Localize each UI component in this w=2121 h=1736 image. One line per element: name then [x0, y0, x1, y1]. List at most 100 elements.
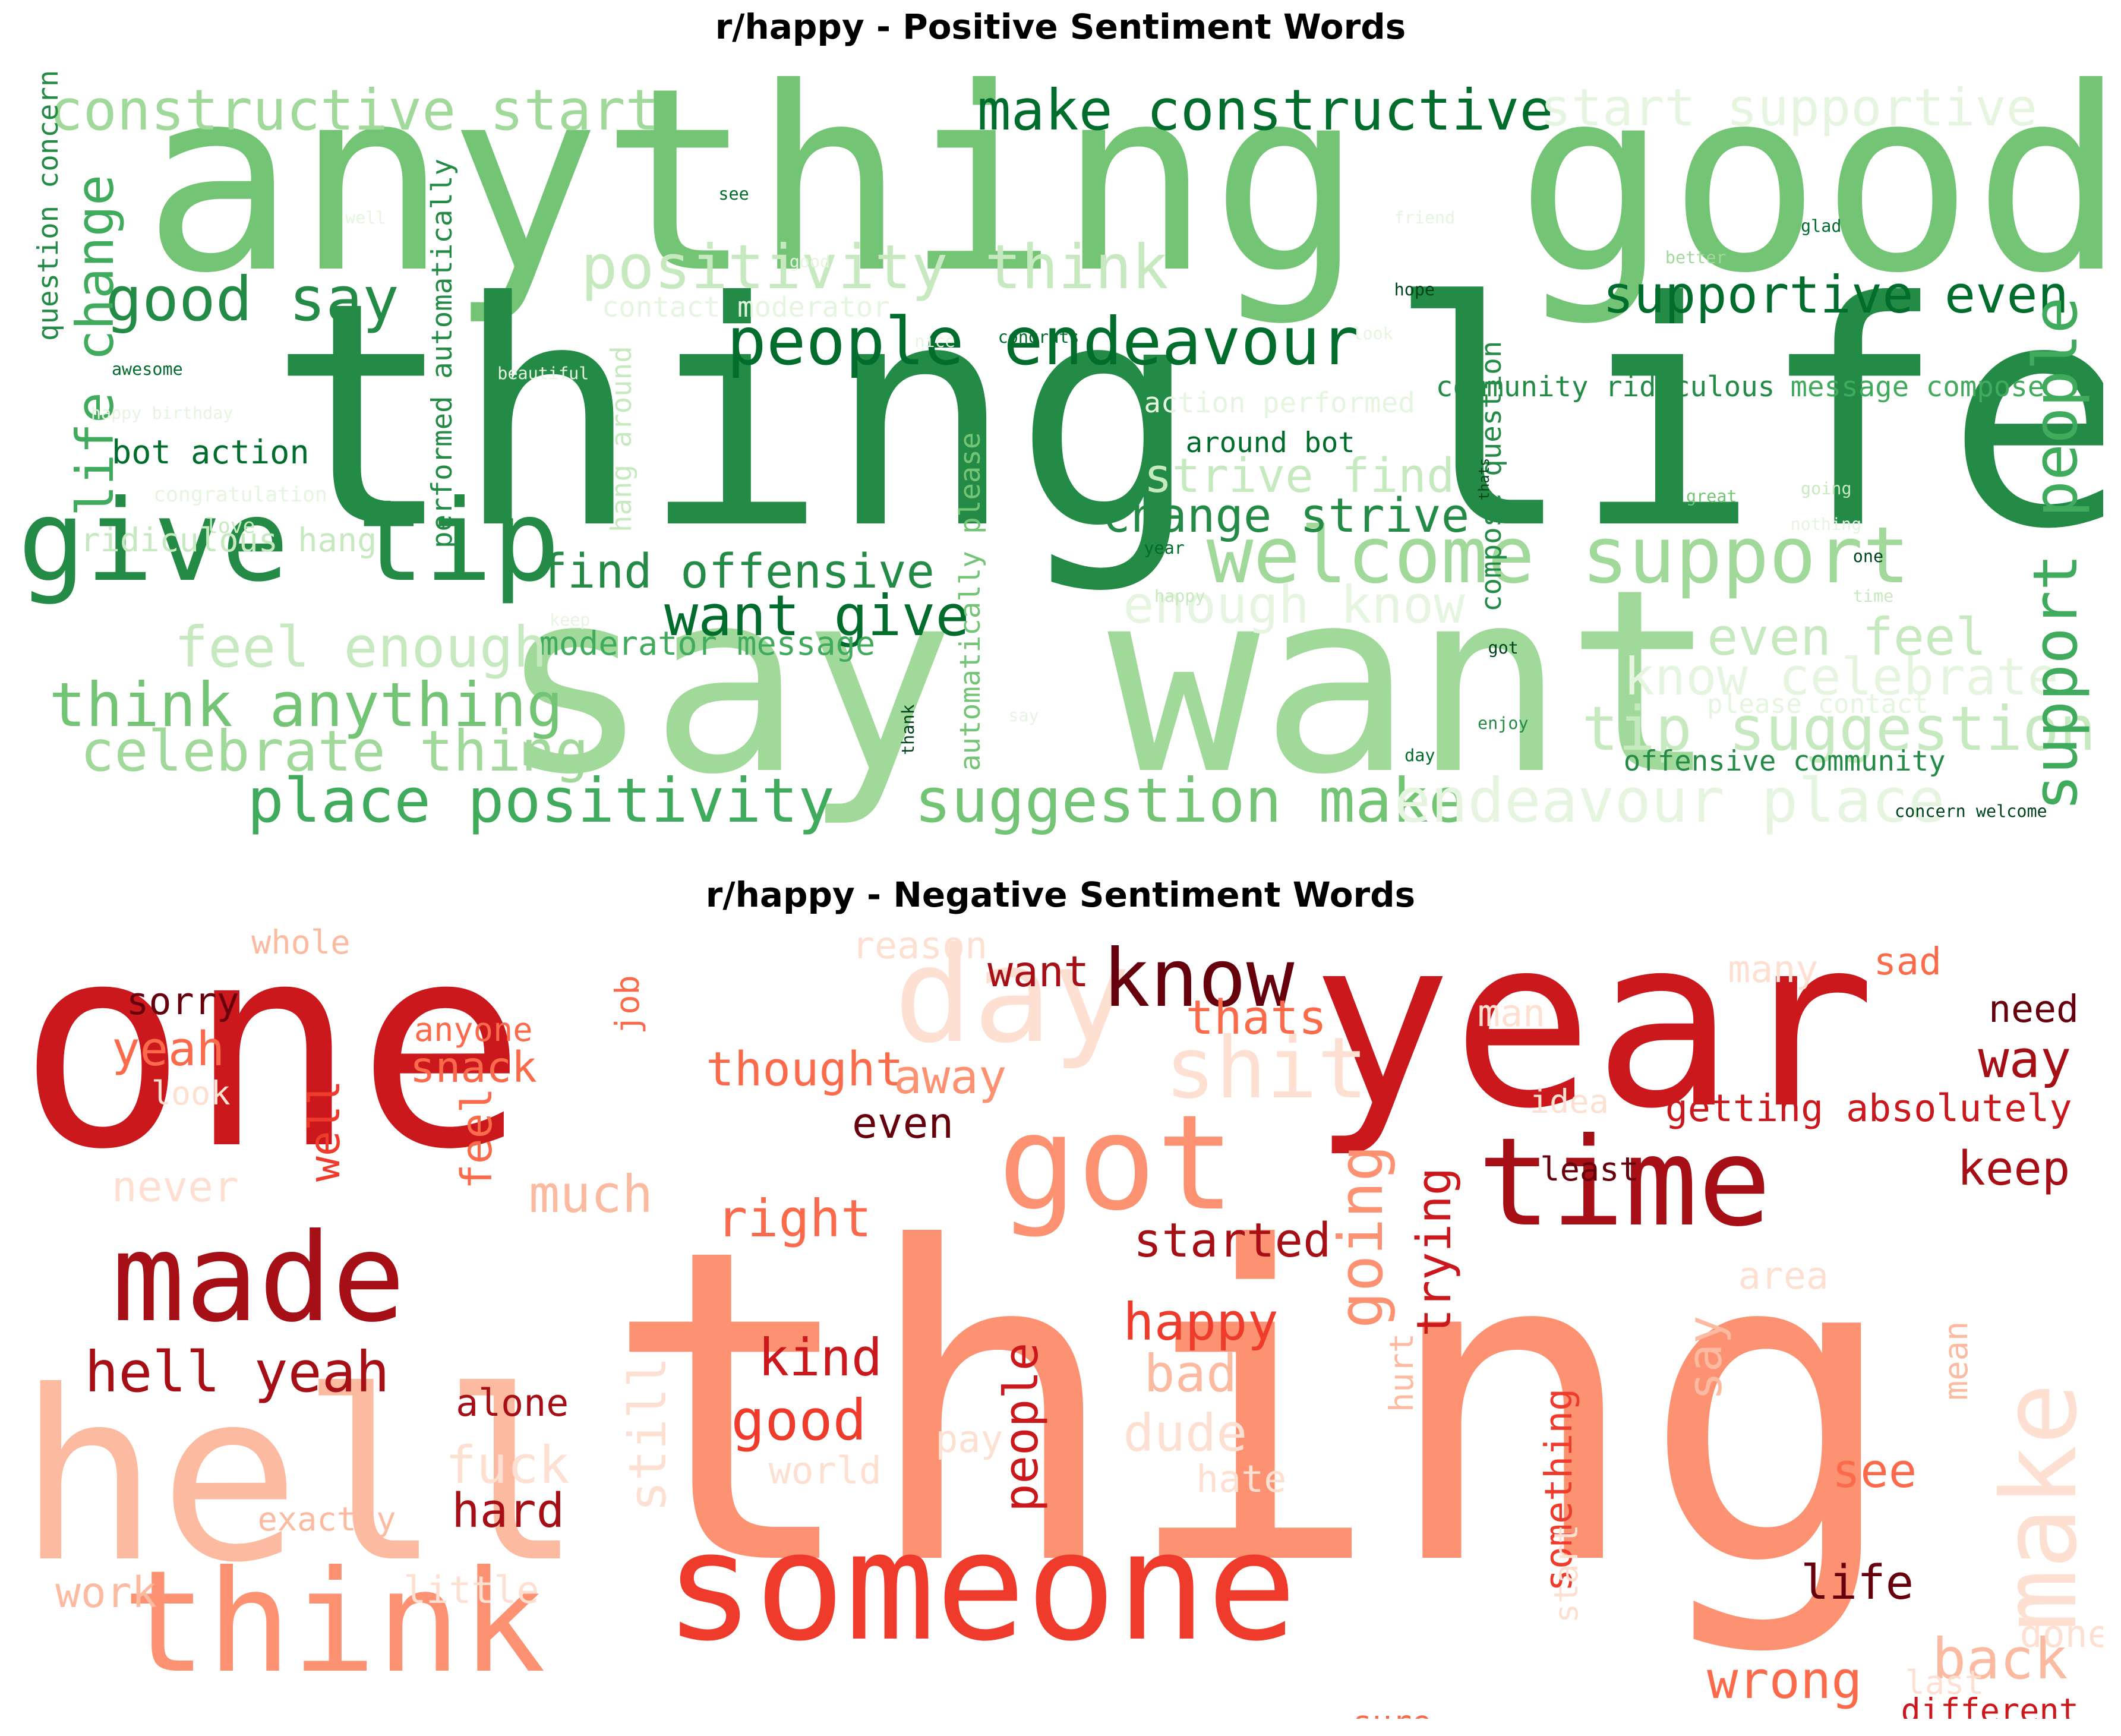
negative-word: say	[1677, 1315, 1732, 1400]
positive-wordcloud: anything good thing life say want give tip w…	[18, 55, 2103, 851]
negative-word: kind	[758, 1328, 883, 1388]
negative-word: sorry	[126, 979, 239, 1023]
negative-word: started	[1133, 1213, 1331, 1268]
positive-word: moderator message	[539, 624, 876, 663]
positive-word: good	[789, 252, 831, 272]
positive-word: strive find	[1144, 449, 1455, 503]
positive-word: find offensive	[539, 544, 935, 599]
negative-word: way	[1978, 1029, 2072, 1090]
negative-word: want	[987, 946, 1090, 996]
positive-word: enough know	[1123, 575, 1465, 636]
negative-word: even	[852, 1098, 954, 1148]
positive-word: start supportive	[1540, 77, 2037, 138]
negative-word: got	[998, 1087, 1236, 1240]
positive-word: year	[1144, 538, 1185, 558]
negative-word: still	[617, 1356, 678, 1512]
negative-word: keep	[1957, 1141, 2070, 1197]
negative-word: job	[609, 974, 648, 1034]
positive-word: got	[1488, 637, 1519, 658]
negative-word: reason	[852, 923, 988, 967]
positive-word: say	[1008, 705, 1039, 725]
positive-word: love	[205, 515, 255, 539]
negative-word: good	[731, 1387, 867, 1453]
positive-word: bot action	[111, 434, 310, 472]
positive-word: going	[1801, 478, 1852, 498]
negative-word: little	[403, 1568, 539, 1612]
negative-wordcloud: one year thing hell someone think made time got d…	[18, 923, 2103, 1719]
negative-word: world	[768, 1448, 882, 1493]
negative-panel-title: r/happy - Negative Sentiment Words	[705, 875, 1416, 915]
negative-word: getting absolutely	[1665, 1086, 2072, 1131]
negative-word: yeah	[111, 1022, 225, 1077]
positive-word: welcome support	[1206, 510, 1910, 601]
negative-word: bad	[1144, 1343, 1238, 1404]
negative-word: fuck	[445, 1435, 570, 1495]
positive-word: keep	[550, 610, 591, 630]
positive-word: think anything	[49, 670, 563, 741]
positive-word: thing life	[268, 236, 2103, 597]
negative-word: need	[1988, 986, 2079, 1031]
positive-word: good say	[105, 264, 399, 335]
positive-word: see	[718, 184, 749, 204]
negative-word: going	[1326, 1145, 1397, 1329]
negative-word: day	[894, 923, 1131, 1073]
positive-word: congratulation	[153, 482, 327, 507]
positive-word: question concern	[32, 70, 65, 342]
negative-word: trying	[1406, 1167, 1462, 1337]
negative-word: one	[18, 923, 526, 1211]
positive-word: make constructive	[977, 77, 1554, 143]
positive-word: around bot	[1185, 426, 1355, 459]
negative-word: hell yeah	[84, 1340, 390, 1406]
negative-word: look	[151, 1075, 231, 1113]
positive-word: anything good	[143, 55, 2103, 329]
positive-word: want give	[664, 583, 970, 649]
negative-word: someone	[664, 1498, 1298, 1674]
negative-word: hate	[1196, 1456, 1287, 1501]
positive-word: happy	[1154, 586, 1205, 606]
positive-word: glad	[1801, 216, 1842, 236]
negative-word: back	[1932, 1626, 2068, 1692]
positive-word: suggestion make	[914, 766, 1466, 837]
negative-word: year	[1311, 923, 1876, 1161]
negative-word: hard	[452, 1484, 565, 1539]
positive-word: give tip	[18, 475, 560, 607]
positive-word: time	[1852, 586, 1894, 606]
negative-word: feel	[452, 1087, 502, 1189]
negative-word: work	[55, 1568, 157, 1618]
negative-word: pay	[935, 1416, 1003, 1461]
negative-word: thing	[601, 1157, 1901, 1660]
negative-word: life	[1801, 1555, 1914, 1610]
positive-word: support people	[2021, 296, 2092, 811]
positive-word: great	[1686, 487, 1737, 507]
negative-word: done	[2019, 1611, 2103, 1656]
negative-word: mean	[1937, 1321, 1976, 1400]
negative-word: anyone	[414, 1011, 533, 1050]
negative-word: thought	[706, 1041, 904, 1097]
positive-word: better	[1665, 248, 1727, 268]
positive-word: awesome	[111, 359, 183, 379]
negative-word: never	[111, 1161, 239, 1211]
positive-word: feel enough	[174, 615, 547, 681]
positive-word: supportive even	[1602, 264, 2069, 325]
positive-word: please contact	[1707, 689, 1929, 719]
positive-word: constructive start	[49, 77, 659, 143]
positive-word: positivity think	[580, 232, 1169, 304]
positive-word: offensive community	[1623, 744, 1946, 778]
positive-word: concern welcome	[1895, 801, 2047, 821]
positive-word: automatically please	[954, 432, 987, 771]
positive-wordcloud-panel: r/happy - Positive Sentiment Words anyth…	[18, 7, 2103, 851]
negative-word: think	[122, 1539, 546, 1704]
negative-word: wrong	[1707, 1650, 1863, 1710]
positive-word: friend	[1394, 208, 1456, 228]
negative-word: least	[1540, 1150, 1639, 1189]
positive-word: one	[1852, 546, 1884, 566]
positive-word: place positivity	[247, 766, 835, 837]
positive-word: change strive	[1102, 488, 1470, 543]
positive-word: community ridiculous	[1435, 371, 1775, 403]
positive-word: performed automatically	[426, 158, 459, 548]
positive-word: tip suggestion	[1582, 694, 2096, 765]
positive-word: well	[345, 208, 386, 228]
negative-word: last	[1905, 1664, 1984, 1702]
positive-panel-title: r/happy - Positive Sentiment Words	[715, 7, 1406, 47]
positive-word: look	[1352, 323, 1393, 343]
